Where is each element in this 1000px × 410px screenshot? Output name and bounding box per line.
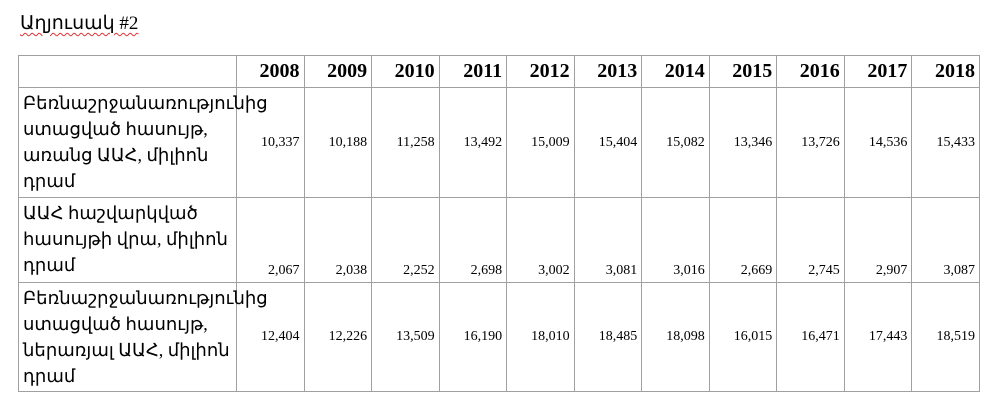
header-row: 2008 2009 2010 2011 2012 2013 2014 2015 2016 2017… [18,55,980,88]
value-cell: 13,492 [438,87,508,198]
header-cell: 2017 [843,55,913,88]
value-cell: 18,519 [911,282,980,392]
value-cell: 2,698 [438,197,508,283]
value-cell: 18,485 [573,282,643,392]
header-cell: 2011 [438,55,508,88]
value-cell: 13,346 [708,87,778,198]
row-label: Բեռնաշրջանառությունից ստացված հասույթ, ա… [18,87,268,198]
value-cell: 3,087 [911,197,980,283]
header-cell: 2008 [236,55,305,88]
value-cell: 12,226 [303,282,373,392]
value-cell: 10,337 [236,87,305,198]
header-cell: 2010 [371,55,440,88]
value-cell: 2,038 [303,197,373,283]
value-cell: 16,471 [776,282,845,392]
value-cell: 2,745 [776,197,845,283]
value-cell: 3,081 [573,197,643,283]
value-cell: 2,669 [708,197,778,283]
header-cell: 2016 [776,55,845,88]
row-label: ԱԱՀ հաշվարկված հասույթի վրա, միլիոն դրամ [18,197,237,283]
value-cell: 3,016 [641,197,710,283]
table-row: ԱԱՀ հաշվարկված հասույթի վրա, միլիոն դրամ… [18,197,980,283]
value-cell: 14,536 [843,87,913,198]
value-cell: 16,015 [708,282,778,392]
value-cell: 15,009 [506,87,575,198]
data-table: 2008 2009 2010 2011 2012 2013 2014 2015 2016 2017… [18,55,980,392]
header-cell: 2012 [506,55,575,88]
value-cell: 15,404 [573,87,643,198]
value-cell: 18,098 [641,282,710,392]
table-title: Աղյուսակ #2 [20,13,139,34]
header-cell: 2015 [708,55,778,88]
header-cell: 2013 [573,55,643,88]
value-cell: 11,258 [371,87,440,198]
value-cell: 15,082 [641,87,710,198]
value-cell: 3,002 [506,197,575,283]
value-cell: 12,404 [236,282,305,392]
value-cell: 13,726 [776,87,845,198]
value-cell: 18,010 [506,282,575,392]
table-row: Բեռնաշրջանառությունից ստացված հասույթ, ա… [18,87,980,198]
header-cell: 2014 [641,55,710,88]
header-cell [18,55,237,88]
value-cell: 2,907 [843,197,913,283]
value-cell: 10,188 [303,87,373,198]
value-cell: 2,252 [371,197,440,283]
table-row: Բեռնաշրջանառությունից ստացված հասույթ, ն… [18,282,980,392]
value-cell: 15,433 [911,87,980,198]
value-cell: 2,067 [236,197,305,283]
header-cell: 2018 [911,55,980,88]
value-cell: 17,443 [843,282,913,392]
value-cell: 13,509 [371,282,440,392]
row-label: Բեռնաշրջանառությունից ստացված հասույթ, ն… [18,282,268,392]
header-cell: 2009 [303,55,373,88]
value-cell: 16,190 [438,282,508,392]
